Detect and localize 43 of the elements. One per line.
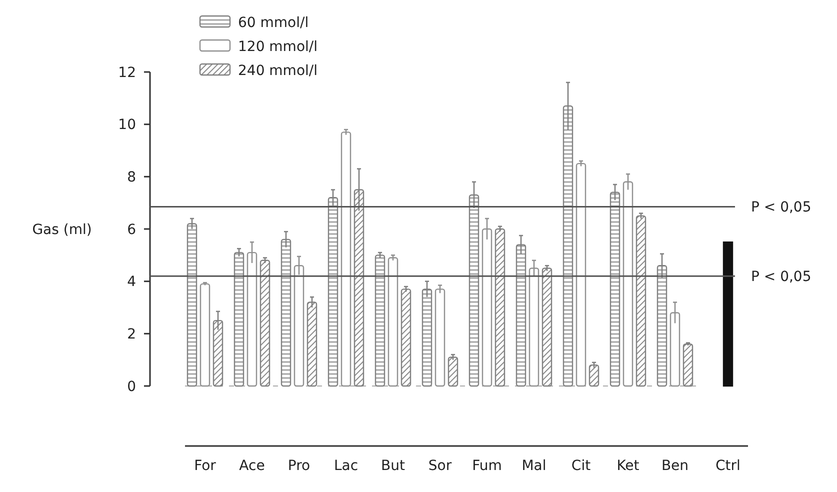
y-tick-label: 12 [118,64,136,81]
x-tick-label: But [381,458,406,474]
y-axis-title: Gas (ml) [32,222,92,238]
x-tick-label: Ctrl [716,458,740,474]
bar [636,215,646,387]
bar [200,283,210,387]
bar [576,162,586,387]
x-tick-label: Ace [239,458,265,474]
bar [340,132,352,387]
ref-line-label: P < 0,05 [751,269,812,285]
bar [434,288,446,387]
bar [306,302,318,387]
bar [374,254,386,387]
bar [722,241,734,387]
bar [400,288,412,387]
y-tick-label: 2 [127,326,136,343]
y-tick-label: 4 [127,274,136,290]
y-tick-label: 0 [127,378,136,395]
bar [494,228,506,387]
x-tick-label: For [194,458,216,474]
y-tick-label: 6 [127,222,136,238]
bar [588,364,600,387]
legend-label: 60 mmol/l [238,14,309,31]
legend-label: 240 mmol/l [238,62,318,79]
ref-line-label: P < 0,05 [751,200,812,216]
x-tick-label: Ben [661,458,689,474]
x-tick-label: Lac [334,458,358,474]
bar [234,252,244,387]
legend-label: 120 mmol/l [238,38,318,55]
x-tick-label: Ket [616,458,640,474]
bar [682,344,694,387]
bar [448,356,458,387]
bar [542,268,552,387]
y-tick-label: 10 [118,117,136,134]
x-tick-label: Sor [428,458,452,474]
bar [260,260,270,387]
y-tick-label: 8 [127,170,136,186]
x-tick-label: Mal [522,458,546,474]
bar [186,223,198,387]
x-tick-label: Pro [288,458,310,474]
x-tick-label: Fum [472,458,502,474]
bar [388,257,398,387]
x-tick-label: Cit [571,458,592,474]
